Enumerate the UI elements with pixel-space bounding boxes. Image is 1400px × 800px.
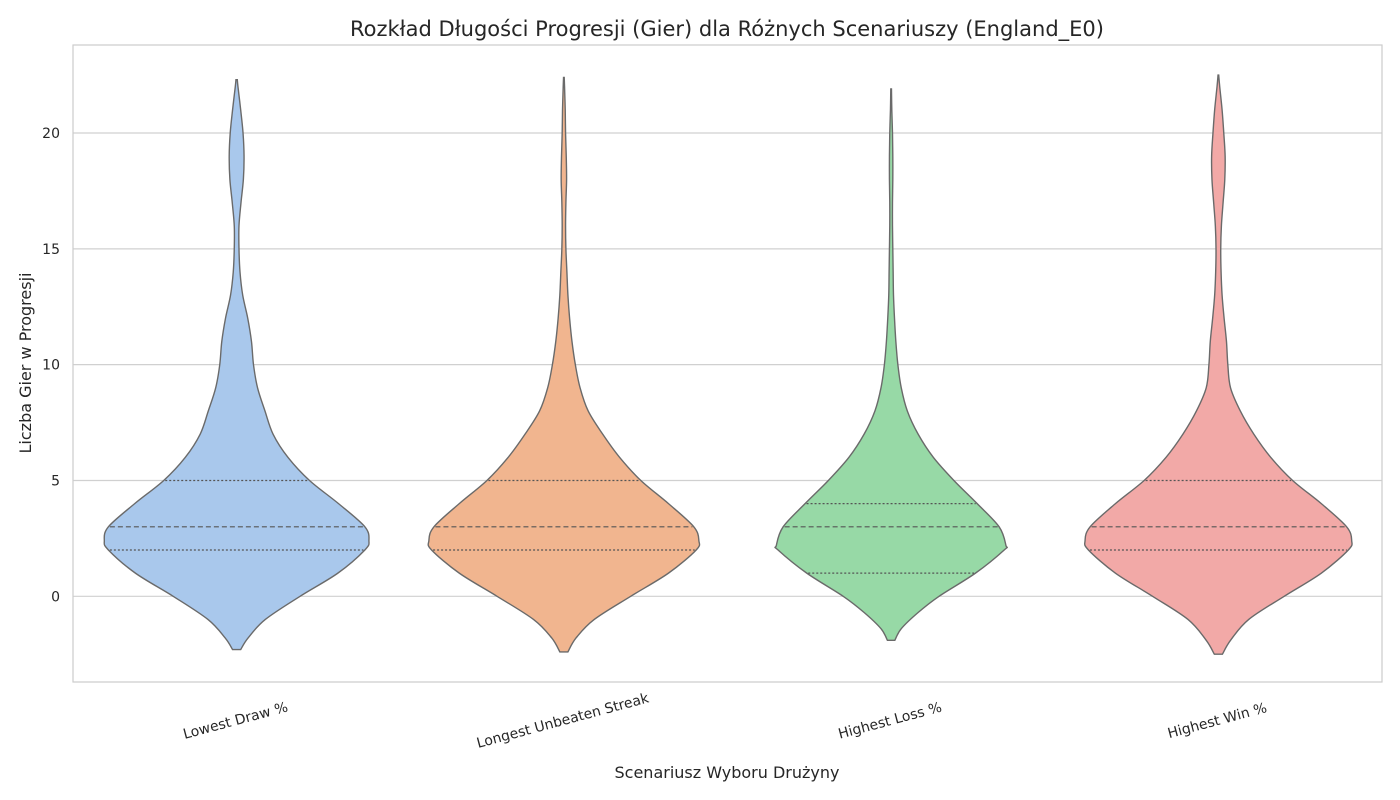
y-tick-label: 15 bbox=[42, 242, 60, 258]
x-axis-label: Scenariusz Wyboru Drużyny bbox=[615, 763, 840, 782]
y-tick-layer: 0 5 10 15 20 bbox=[42, 126, 60, 605]
x-tick-label: Highest Win % bbox=[1166, 700, 1269, 742]
y-tick-label: 10 bbox=[42, 358, 60, 374]
x-tick-layer: Lowest Draw % Longest Unbeaten Streak High… bbox=[181, 690, 1268, 752]
violin-body bbox=[103, 79, 370, 651]
violin-longest-unbeaten-streak bbox=[427, 76, 701, 653]
violin-body bbox=[774, 88, 1008, 642]
x-tick-label: Longest Unbeaten Streak bbox=[475, 690, 651, 752]
violin-lowest-draw bbox=[103, 79, 370, 651]
x-tick-label: Highest Loss % bbox=[837, 700, 944, 743]
violin-highest-loss bbox=[774, 88, 1008, 642]
violin-body bbox=[1083, 74, 1353, 655]
y-tick-label: 0 bbox=[51, 589, 60, 605]
y-tick-label: 5 bbox=[51, 473, 60, 489]
violin-layer bbox=[103, 74, 1353, 655]
y-axis-label: Liczba Gier w Progresji bbox=[16, 273, 35, 454]
plot-frame bbox=[72, 44, 1383, 683]
violin-body bbox=[427, 76, 701, 653]
x-tick-label: Lowest Draw % bbox=[181, 699, 289, 742]
violin-highest-win bbox=[1083, 74, 1353, 655]
chart-title: Rozkład Długości Progresji (Gier) dla Ró… bbox=[350, 17, 1104, 42]
y-tick-label: 20 bbox=[42, 126, 60, 142]
